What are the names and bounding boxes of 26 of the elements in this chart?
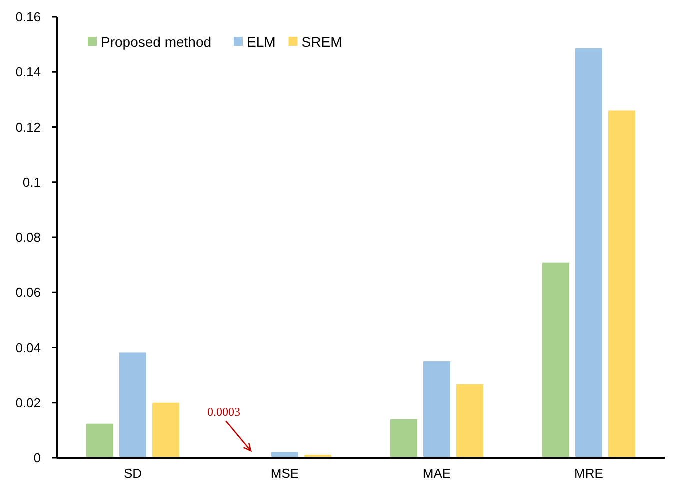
bar <box>152 402 180 458</box>
legend-label: ELM <box>247 34 276 50</box>
y-tick-label: 0.02 <box>16 395 41 410</box>
y-tick-label: 0.1 <box>22 174 41 190</box>
annotation: 0.0003 <box>208 405 240 419</box>
bar <box>608 110 636 458</box>
y-tick-label: 0.06 <box>16 285 41 300</box>
legend-label: Proposed method <box>101 34 212 50</box>
y-tick-label: 0.04 <box>16 340 41 356</box>
y-tick-label: 0.08 <box>16 230 41 245</box>
x-tick-label: MRE <box>574 466 604 481</box>
bar <box>120 352 146 458</box>
bar <box>424 362 450 458</box>
x-tick-label: MSE <box>270 466 300 481</box>
bar <box>542 262 570 458</box>
bar <box>390 419 418 458</box>
bar <box>576 48 602 458</box>
x-tick-label: MAE <box>422 466 452 481</box>
bar <box>86 424 114 458</box>
bar <box>456 384 484 458</box>
legend-label: SREM <box>302 34 342 50</box>
y-tick-label: 0.14 <box>16 64 41 80</box>
y-tick-label: 0 <box>34 450 41 466</box>
y-tick-label: 0.16 <box>16 10 41 24</box>
x-tick-label: SD <box>124 466 142 481</box>
y-tick-label: 0.12 <box>16 120 41 135</box>
